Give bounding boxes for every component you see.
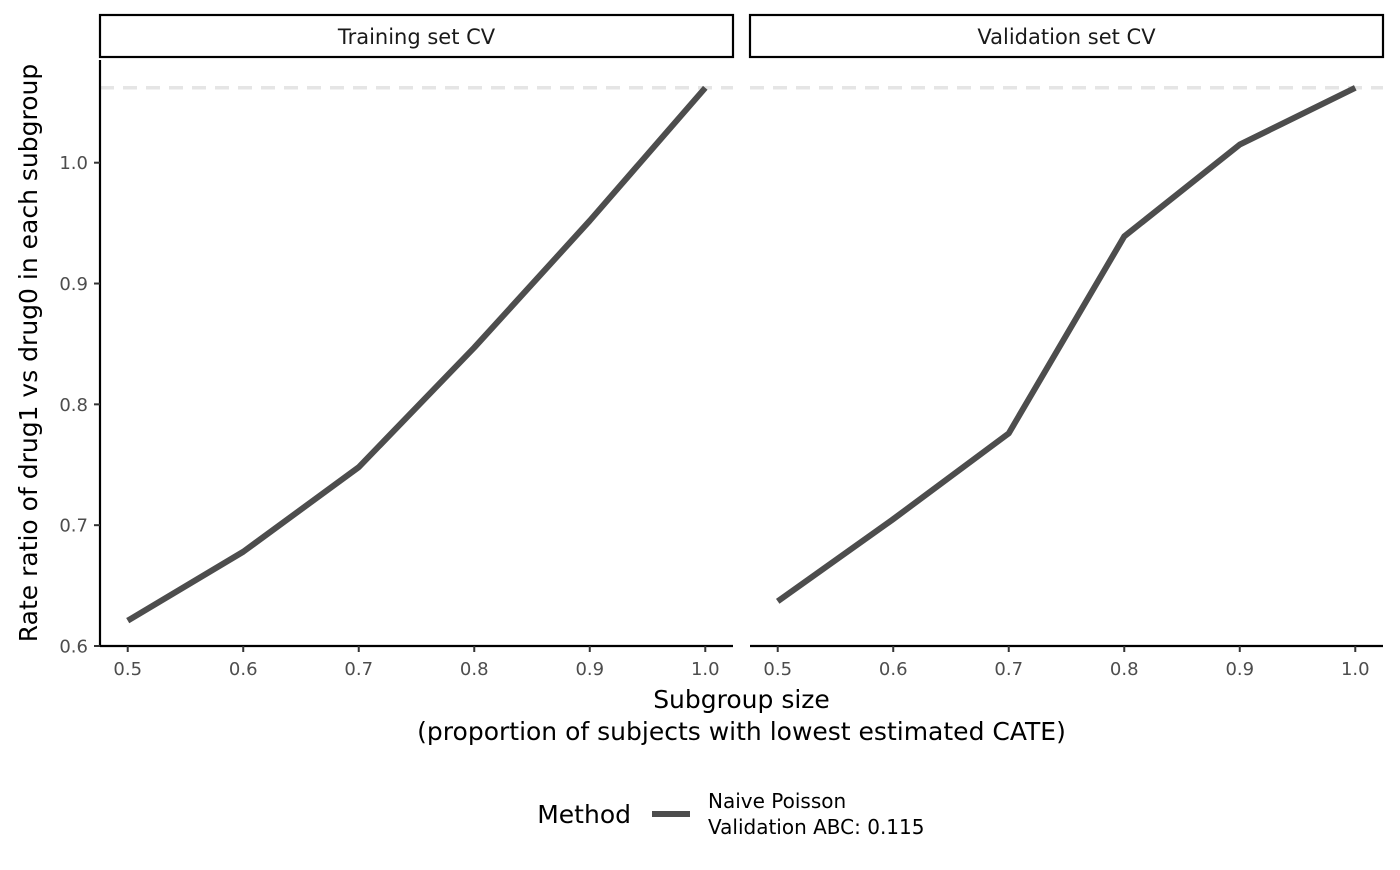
x-axis-title-line2: (proportion of subjects with lowest esti… [417, 717, 1066, 746]
x-tick-label: 0.8 [460, 659, 489, 680]
x-tick-label: 1.0 [691, 659, 720, 680]
y-axis-title: Rate ratio of drug1 vs drug0 in each sub… [14, 64, 43, 642]
y-tick-label: 0.9 [59, 274, 88, 295]
facet-strip-validation: Validation set CV [748, 13, 1385, 59]
series-line-naive-poisson [775, 85, 1357, 604]
facet-strip-training-label: Training set CV [337, 25, 496, 49]
y-tick-label: 0.6 [59, 637, 88, 658]
y-tick-label: 1.0 [59, 153, 88, 174]
x-tick-label: 0.7 [344, 659, 373, 680]
facet-strip-training-box [98, 13, 735, 59]
x-tick-label: 0.5 [113, 659, 142, 680]
x-tick-label: 0.6 [229, 659, 258, 680]
x-tick-label: 0.6 [879, 659, 908, 680]
facet-strip-training: Training set CV [98, 13, 735, 59]
series-line-naive-poisson [126, 85, 708, 624]
legend: Method Naive Poisson Validation ABC: 0.1… [537, 789, 924, 839]
series-lines-validation [775, 85, 1357, 604]
y-axis-ticks: 0.6 0.7 0.8 0.9 1.0 [59, 153, 100, 658]
x-axis-title-line1: Subgroup size [653, 685, 830, 714]
x-tick-label: 1.0 [1341, 659, 1370, 680]
x-tick-label: 0.9 [1225, 659, 1254, 680]
y-tick-label: 0.8 [59, 395, 88, 416]
series-lines-training [126, 85, 708, 624]
facet-strip-validation-box [748, 13, 1385, 59]
x-axis-ticks-validation: 0.5 0.6 0.7 0.8 0.9 1.0 [763, 646, 1370, 680]
x-axis-ticks-training: 0.5 0.6 0.7 0.8 0.9 1.0 [113, 646, 720, 680]
x-tick-label: 0.8 [1110, 659, 1139, 680]
legend-label-line1: Naive Poisson [708, 789, 846, 813]
y-tick-label: 0.7 [59, 516, 88, 537]
x-tick-label: 0.7 [994, 659, 1023, 680]
x-tick-label: 0.9 [575, 659, 604, 680]
facet-strip-validation-label: Validation set CV [977, 25, 1156, 49]
x-tick-label: 0.5 [763, 659, 792, 680]
legend-title: Method [537, 800, 631, 829]
legend-label-line2: Validation ABC: 0.115 [708, 815, 924, 839]
